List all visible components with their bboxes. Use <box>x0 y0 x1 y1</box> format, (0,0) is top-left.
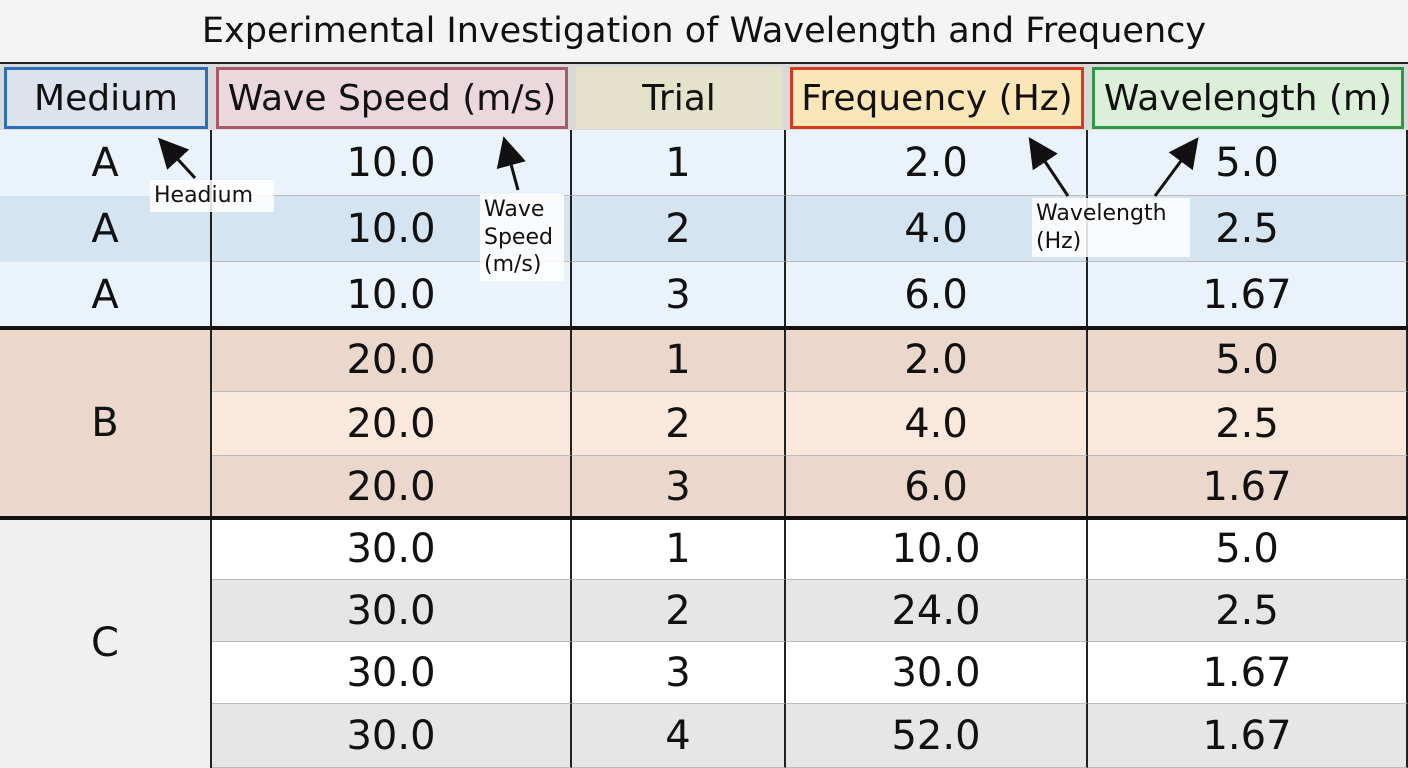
data-cell: 1.67 <box>1088 704 1408 768</box>
data-cell: 1.67 <box>1088 456 1408 518</box>
data-cell: 3 <box>572 456 786 518</box>
data-cell: 2.5 <box>1088 580 1408 642</box>
data-cell: 2 <box>572 580 786 642</box>
column-header: Wavelength (m) <box>1092 67 1404 129</box>
data-cell: 24.0 <box>786 580 1088 642</box>
data-cell: 3 <box>572 642 786 704</box>
medium-cell: B <box>0 328 212 518</box>
annotation: Headium <box>150 180 274 212</box>
group-separator <box>0 326 1408 330</box>
data-cell: 2 <box>572 392 786 456</box>
medium-cell: A <box>0 262 212 328</box>
medium-cell: C <box>0 518 212 768</box>
column-header: Wave Speed (m/s) <box>216 67 568 129</box>
data-cell: 5.0 <box>1088 130 1408 196</box>
data-cell: 1 <box>572 328 786 392</box>
data-cell: 2.0 <box>786 130 1088 196</box>
data-cell: 30.0 <box>212 704 572 768</box>
data-cell: 20.0 <box>212 392 572 456</box>
table-title: Experimental Investigation of Wavelength… <box>0 0 1408 64</box>
data-cell: 10.0 <box>786 518 1088 580</box>
data-cell: 2.0 <box>786 328 1088 392</box>
data-cell: 1.67 <box>1088 262 1408 328</box>
annotation: Wavelength (Hz) <box>1032 198 1190 257</box>
data-cell: 30.0 <box>212 642 572 704</box>
data-cell: 4 <box>572 704 786 768</box>
data-cell: 5.0 <box>1088 518 1408 580</box>
data-cell: 1 <box>572 130 786 196</box>
column-header: Medium <box>4 67 208 129</box>
data-cell: 2.5 <box>1088 392 1408 456</box>
data-cell: 30.0 <box>212 518 572 580</box>
data-cell: 5.0 <box>1088 328 1408 392</box>
data-cell: 30.0 <box>212 580 572 642</box>
data-cell: 20.0 <box>212 456 572 518</box>
data-cell: 52.0 <box>786 704 1088 768</box>
annotation: Wave Speed (m/s) <box>480 194 564 281</box>
data-cell: 1 <box>572 518 786 580</box>
data-cell: 4.0 <box>786 392 1088 456</box>
column-header: Frequency (Hz) <box>790 67 1084 129</box>
data-cell: 20.0 <box>212 328 572 392</box>
data-cell: 3 <box>572 262 786 328</box>
data-cell: 6.0 <box>786 262 1088 328</box>
data-cell: 1.67 <box>1088 642 1408 704</box>
group-separator <box>0 516 1408 520</box>
data-cell: 2 <box>572 196 786 262</box>
data-cell: 30.0 <box>786 642 1088 704</box>
data-cell: 6.0 <box>786 456 1088 518</box>
column-header: Trial <box>576 67 782 129</box>
